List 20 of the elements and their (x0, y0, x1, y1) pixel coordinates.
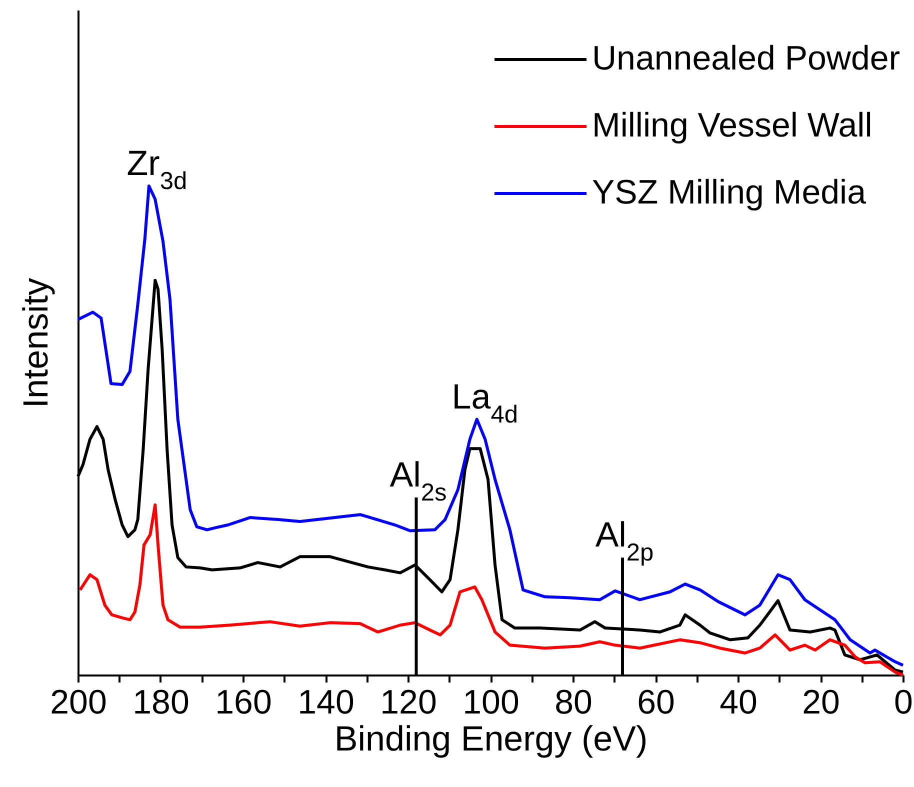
x-tick-label: 0 (894, 684, 913, 722)
x-tick-label: 60 (637, 684, 675, 722)
annotation: La$_{4d}$ (452, 377, 518, 428)
x-tick-label: 100 (462, 684, 520, 722)
x-tick-label: 20 (802, 684, 840, 722)
x-tick-label: 120 (380, 684, 437, 722)
x-tick-label: 160 (215, 684, 272, 722)
y-axis-title: Intensity (16, 277, 56, 408)
legend-label: Unannealed Powder (592, 40, 900, 78)
x-tick-label: 140 (298, 684, 354, 722)
x-tick-label: 80 (554, 684, 592, 722)
ref-line-label: Al$_{2s}$ (390, 456, 447, 506)
x-tick-label: 40 (720, 684, 758, 722)
x-tick-label: 200 (50, 684, 107, 722)
annotation: Zr$_{3d}$ (126, 144, 188, 195)
x-axis-title: Binding Energy (eV) (334, 720, 648, 758)
x-tick-label: 180 (132, 684, 190, 722)
legend-label: Milling Vessel Wall (592, 106, 872, 144)
ref-line-label: Al$_{2p}$ (595, 516, 654, 566)
legend-label: YSZ Milling Media (592, 174, 866, 212)
